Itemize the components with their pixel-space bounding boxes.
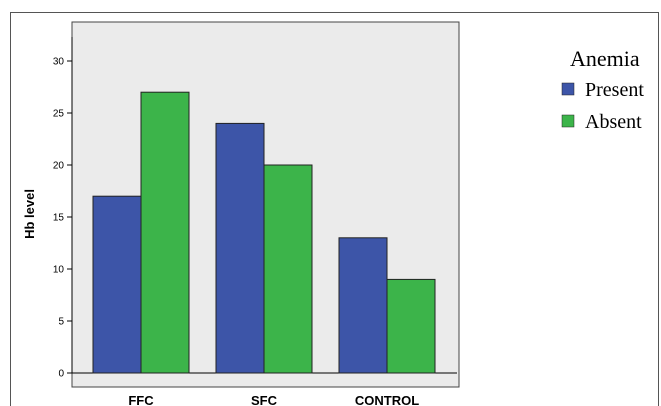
bar-ffc-present [92, 195, 142, 374]
legend-title: Anemia [570, 46, 640, 71]
x-category-label: CONTROL [355, 393, 419, 406]
y-tick-label: 15 [53, 213, 65, 224]
y-tick-label: 20 [53, 161, 65, 172]
bars-group [92, 91, 436, 374]
bar-ffc-absent [140, 91, 190, 374]
bar-control-absent [386, 278, 436, 374]
y-axis-title: Hb level [22, 189, 37, 239]
legend-label-absent: Absent [585, 111, 642, 133]
y-tick-label: 0 [58, 369, 64, 380]
bar-sfc-absent [263, 164, 313, 374]
bar-sfc-present [215, 122, 265, 374]
legend-label-present: Present [585, 79, 644, 101]
chart-frame [10, 12, 659, 406]
y-tick-label: 5 [58, 317, 64, 328]
x-category-label: SFC [251, 393, 278, 406]
y-tick-label: 30 [53, 57, 65, 68]
x-axis-labels: FFC SFC CONTROL [128, 393, 419, 406]
x-category-label: FFC [128, 393, 154, 406]
legend: Anemia Present Absent [561, 46, 644, 133]
y-tick-label: 25 [53, 109, 65, 120]
y-tick-label: 10 [53, 265, 65, 276]
legend-swatch-absent [561, 114, 575, 128]
legend-swatch-present [561, 82, 575, 96]
bar-control-present [338, 237, 388, 374]
